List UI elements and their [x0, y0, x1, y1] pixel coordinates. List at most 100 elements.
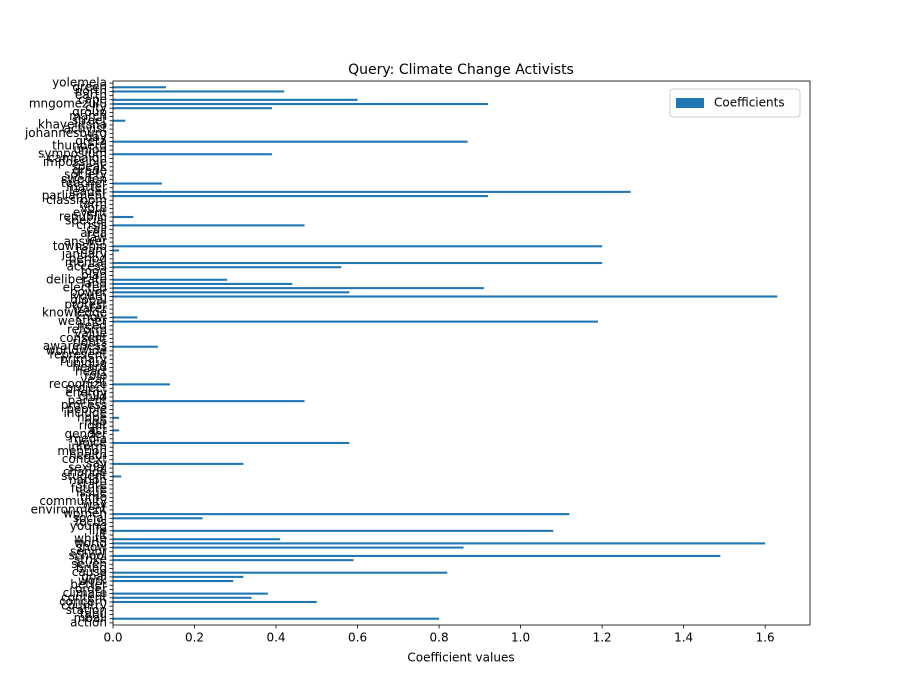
y-tick-label: student: [61, 469, 107, 483]
y-tick-label: awareness: [43, 339, 107, 353]
bar: [113, 554, 721, 557]
y-tick-label: health: [69, 448, 107, 462]
bar: [113, 400, 305, 403]
y-tick-label: union: [74, 143, 108, 157]
bar: [113, 559, 354, 562]
y-tick-label: weather: [58, 314, 107, 328]
y-tick-label: gender: [64, 427, 107, 441]
x-tick-label: 0.6: [348, 631, 367, 645]
y-tick-label: say: [86, 456, 107, 470]
bar: [113, 215, 134, 219]
y-tick-label: environment: [31, 502, 108, 516]
y-tick-label: women: [63, 507, 107, 521]
y-tick-label: teacher: [61, 176, 107, 190]
y-tick-label: event: [73, 205, 107, 219]
y-tick-label: vote: [80, 201, 107, 215]
y-tick-label: water: [73, 302, 107, 316]
y-tick-label: city: [85, 101, 107, 115]
y-tick-label: way: [83, 498, 107, 512]
bar: [113, 224, 305, 227]
y-tick-label: march: [69, 109, 107, 123]
y-tick-label: mental: [65, 256, 107, 270]
y-tick-label: white: [74, 532, 107, 546]
y-tick-label: better: [70, 578, 107, 592]
y-tick-label: area: [80, 226, 107, 240]
x-tick-label: 0.2: [185, 631, 204, 645]
y-tick-label: cause: [72, 565, 107, 579]
y-tick-label: deliberate: [46, 272, 107, 286]
bar: [113, 596, 252, 599]
y-tick-label: reform: [67, 322, 107, 336]
y-tick-label: knowledge: [42, 306, 107, 320]
bar: [113, 517, 203, 520]
y-tick-label: action: [70, 615, 107, 629]
y-tick-label: special: [65, 214, 107, 228]
y-tick-label: day: [85, 130, 107, 144]
y-tick-label: classroom: [46, 193, 107, 207]
bar: [113, 542, 766, 545]
y-tick-label: inform: [68, 440, 107, 454]
y-tick-label: future: [71, 482, 107, 496]
y-tick-label: represent: [49, 348, 107, 362]
y-tick-label: global: [70, 293, 107, 307]
y-tick-label: community: [39, 494, 107, 508]
y-tick-label: life: [89, 523, 107, 537]
bar: [113, 245, 603, 248]
y-tick-label: voice: [75, 435, 107, 449]
y-tick-label: parliament: [42, 189, 108, 203]
y-tick-label: time: [80, 490, 107, 504]
y-tick-label: senior: [70, 544, 107, 558]
y-tick-label: leader: [69, 184, 107, 198]
y-tick-label: sexual: [68, 461, 107, 475]
y-tick-label: consent: [60, 331, 108, 345]
bar: [113, 416, 120, 419]
x-tick-label: 1.6: [756, 631, 775, 645]
y-tick-label: state: [77, 477, 107, 491]
y-tick-label: food: [80, 264, 107, 278]
bar: [113, 119, 126, 122]
y-tick-label: protest: [64, 297, 107, 311]
bar: [113, 345, 158, 348]
y-tick-label: work: [78, 574, 107, 588]
y-tick-label: matter: [66, 180, 107, 194]
bar: [113, 571, 448, 574]
y-tick-label: need: [77, 318, 107, 332]
x-tick-label: 0.4: [266, 631, 285, 645]
y-tick-label: plan: [81, 268, 107, 282]
bar: [113, 261, 603, 265]
bar: [113, 295, 778, 298]
y-tick-label: recognize: [49, 377, 107, 391]
bar: [113, 320, 599, 323]
y-tick-label: content: [61, 590, 107, 604]
y-tick-label: access: [67, 260, 107, 274]
y-tick-label: answer: [64, 235, 107, 249]
y-tick-label: goal: [81, 569, 107, 583]
legend: Coefficients: [669, 88, 801, 118]
y-tick-label: mngomezulu: [29, 97, 107, 111]
x-tick-label: 0.0: [103, 631, 122, 645]
bar: [113, 580, 234, 583]
bar: [113, 86, 166, 89]
y-tick-label: right: [79, 419, 107, 433]
y-tick-label: sweden: [61, 172, 107, 186]
y-tick-label: parent: [68, 394, 108, 408]
bar: [113, 513, 570, 516]
y-tick-label: impossible: [43, 155, 107, 169]
y-tick-label: know: [75, 310, 107, 324]
y-tick-label: role: [84, 369, 107, 383]
y-tick-label: grade: [72, 163, 107, 177]
y-tick-label: tabu: [80, 607, 107, 621]
y-tick-label: change: [63, 465, 107, 479]
bar: [113, 575, 244, 578]
y-tick-label: media: [70, 431, 107, 445]
chart-title: Query: Climate Change Activists: [348, 62, 574, 78]
y-tick-label: call: [86, 222, 107, 236]
y-tick-label: elected: [63, 281, 107, 295]
plot-frame: [112, 80, 811, 626]
y-tick-label: republic: [59, 210, 107, 224]
y-tick-label: country: [61, 599, 107, 613]
bar: [113, 266, 342, 269]
bar: [113, 617, 440, 620]
bar: [113, 291, 350, 294]
bar: [113, 592, 268, 595]
